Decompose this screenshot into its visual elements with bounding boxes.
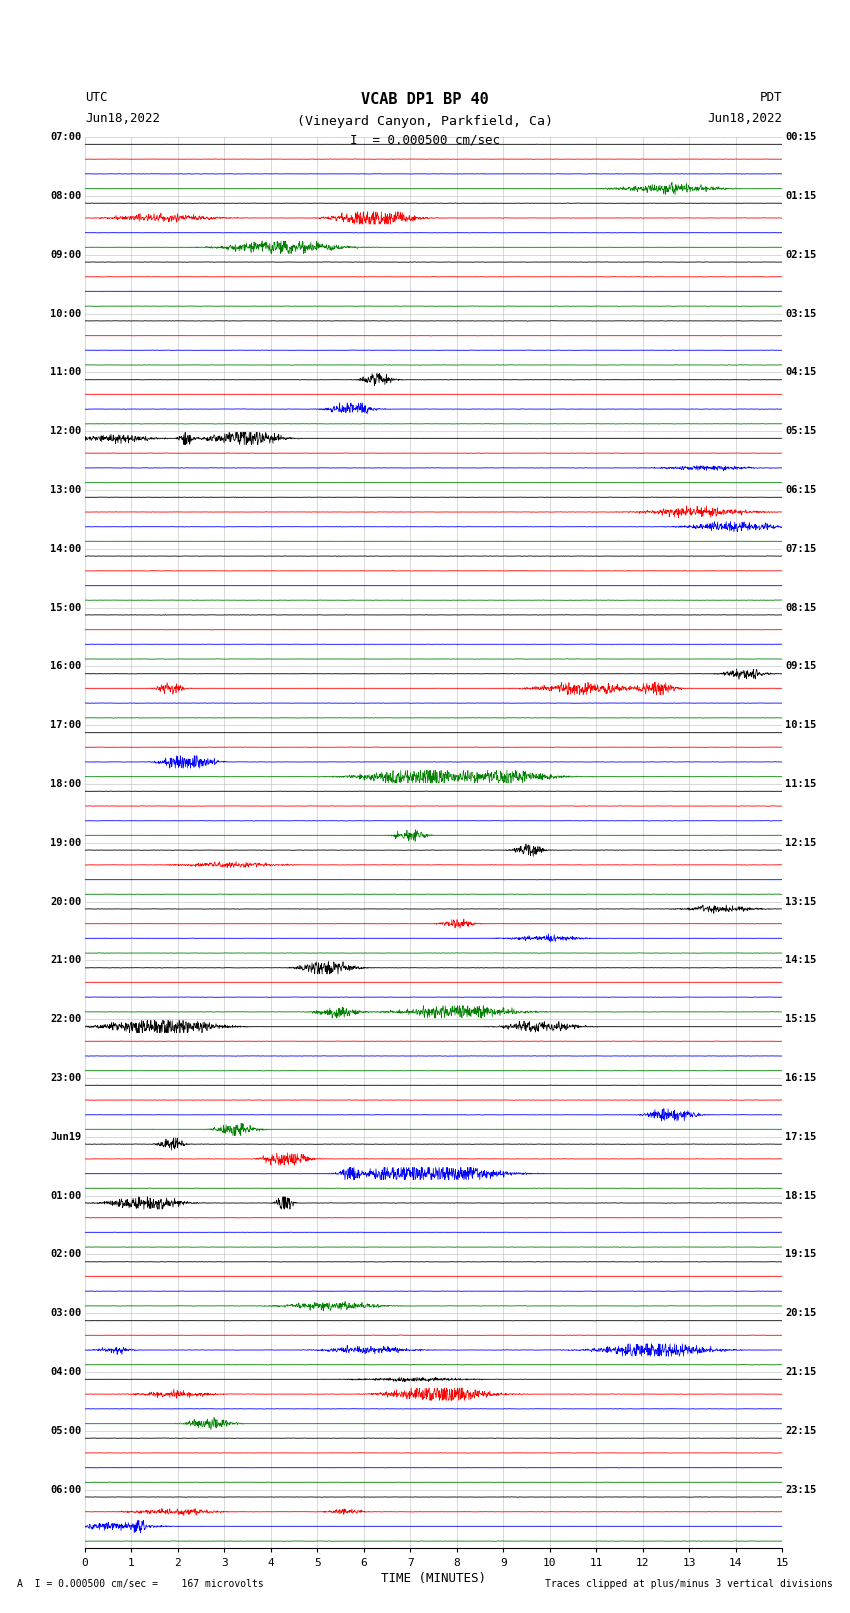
Text: Traces clipped at plus/minus 3 vertical divisions: Traces clipped at plus/minus 3 vertical … [545,1579,833,1589]
Text: A  I = 0.000500 cm/sec =    167 microvolts: A I = 0.000500 cm/sec = 167 microvolts [17,1579,264,1589]
Text: PDT: PDT [760,90,782,105]
Text: 03:15: 03:15 [785,308,817,318]
Text: 15:00: 15:00 [50,603,82,613]
Text: 02:00: 02:00 [50,1250,82,1260]
Text: 14:00: 14:00 [50,544,82,553]
Text: 12:15: 12:15 [785,837,817,848]
Text: 03:00: 03:00 [50,1308,82,1318]
Text: 04:00: 04:00 [50,1368,82,1378]
Text: 01:15: 01:15 [785,190,817,202]
Text: 17:15: 17:15 [785,1132,817,1142]
Text: 21:15: 21:15 [785,1368,817,1378]
Text: 15:15: 15:15 [785,1015,817,1024]
Text: 00:15: 00:15 [785,132,817,142]
Text: 07:15: 07:15 [785,544,817,553]
Text: 22:00: 22:00 [50,1015,82,1024]
Text: 20:00: 20:00 [50,897,82,907]
X-axis label: TIME (MINUTES): TIME (MINUTES) [381,1571,486,1584]
Text: 16:00: 16:00 [50,661,82,671]
Text: 11:00: 11:00 [50,368,82,377]
Text: 04:15: 04:15 [785,368,817,377]
Text: I  = 0.000500 cm/sec: I = 0.000500 cm/sec [350,132,500,147]
Text: 13:00: 13:00 [50,486,82,495]
Text: 21:00: 21:00 [50,955,82,966]
Text: 19:15: 19:15 [785,1250,817,1260]
Text: 14:15: 14:15 [785,955,817,966]
Text: 05:15: 05:15 [785,426,817,436]
Text: 12:00: 12:00 [50,426,82,436]
Text: 06:15: 06:15 [785,486,817,495]
Text: VCAB DP1 BP 40: VCAB DP1 BP 40 [361,92,489,106]
Text: Jun18,2022: Jun18,2022 [707,111,782,126]
Text: 08:15: 08:15 [785,603,817,613]
Text: 23:15: 23:15 [785,1484,817,1495]
Text: 18:15: 18:15 [785,1190,817,1200]
Text: 22:15: 22:15 [785,1426,817,1436]
Text: 10:00: 10:00 [50,308,82,318]
Text: 09:00: 09:00 [50,250,82,260]
Text: (Vineyard Canyon, Parkfield, Ca): (Vineyard Canyon, Parkfield, Ca) [297,115,553,129]
Text: 17:00: 17:00 [50,719,82,731]
Text: 18:00: 18:00 [50,779,82,789]
Text: 07:00: 07:00 [50,132,82,142]
Text: 23:00: 23:00 [50,1073,82,1082]
Text: UTC: UTC [85,90,107,105]
Text: 13:15: 13:15 [785,897,817,907]
Text: 08:00: 08:00 [50,190,82,202]
Text: 16:15: 16:15 [785,1073,817,1082]
Text: Jun19: Jun19 [50,1132,82,1142]
Text: 02:15: 02:15 [785,250,817,260]
Text: 09:15: 09:15 [785,661,817,671]
Text: 19:00: 19:00 [50,837,82,848]
Text: Jun18,2022: Jun18,2022 [85,111,160,126]
Text: 01:00: 01:00 [50,1190,82,1200]
Text: 06:00: 06:00 [50,1484,82,1495]
Text: 11:15: 11:15 [785,779,817,789]
Text: 20:15: 20:15 [785,1308,817,1318]
Text: 10:15: 10:15 [785,719,817,731]
Text: 05:00: 05:00 [50,1426,82,1436]
